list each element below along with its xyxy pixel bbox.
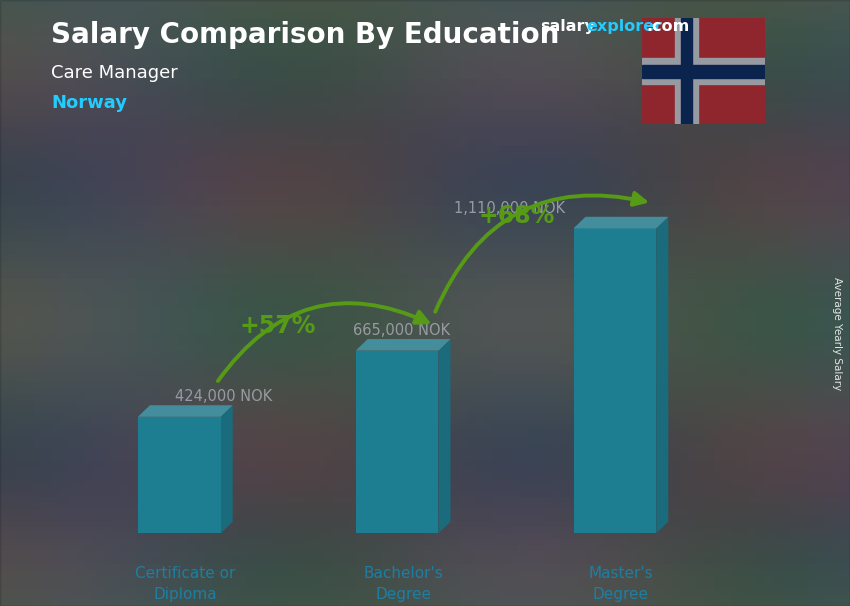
Text: salary: salary: [540, 19, 595, 35]
Text: Bachelor's
Degree: Bachelor's Degree: [363, 566, 443, 602]
FancyArrowPatch shape: [218, 303, 428, 381]
Bar: [642, 65, 765, 78]
Polygon shape: [439, 339, 451, 533]
Text: explorer: explorer: [586, 19, 663, 35]
Text: Salary Comparison By Education: Salary Comparison By Education: [51, 21, 559, 49]
Text: Certificate or
Diploma: Certificate or Diploma: [135, 566, 235, 602]
FancyArrowPatch shape: [435, 193, 645, 311]
Text: Average Yearly Salary: Average Yearly Salary: [832, 277, 842, 390]
Polygon shape: [574, 217, 668, 228]
Text: Master's
Degree: Master's Degree: [588, 566, 653, 602]
Text: .com: .com: [646, 19, 689, 35]
Text: Care Manager: Care Manager: [51, 64, 178, 82]
Bar: [574, 228, 656, 533]
Bar: [681, 18, 692, 124]
Text: 1,110,000 NOK: 1,110,000 NOK: [454, 201, 564, 216]
Polygon shape: [138, 405, 233, 417]
Text: 665,000 NOK: 665,000 NOK: [353, 323, 450, 338]
Text: Norway: Norway: [51, 94, 127, 112]
Text: +68%: +68%: [479, 204, 555, 228]
Bar: [138, 417, 221, 533]
Polygon shape: [221, 405, 233, 533]
Text: +57%: +57%: [239, 314, 315, 338]
Polygon shape: [656, 217, 668, 533]
Bar: [642, 58, 765, 84]
Bar: [355, 351, 439, 533]
Polygon shape: [355, 339, 451, 351]
Bar: [676, 18, 698, 124]
Text: 424,000 NOK: 424,000 NOK: [175, 390, 272, 404]
